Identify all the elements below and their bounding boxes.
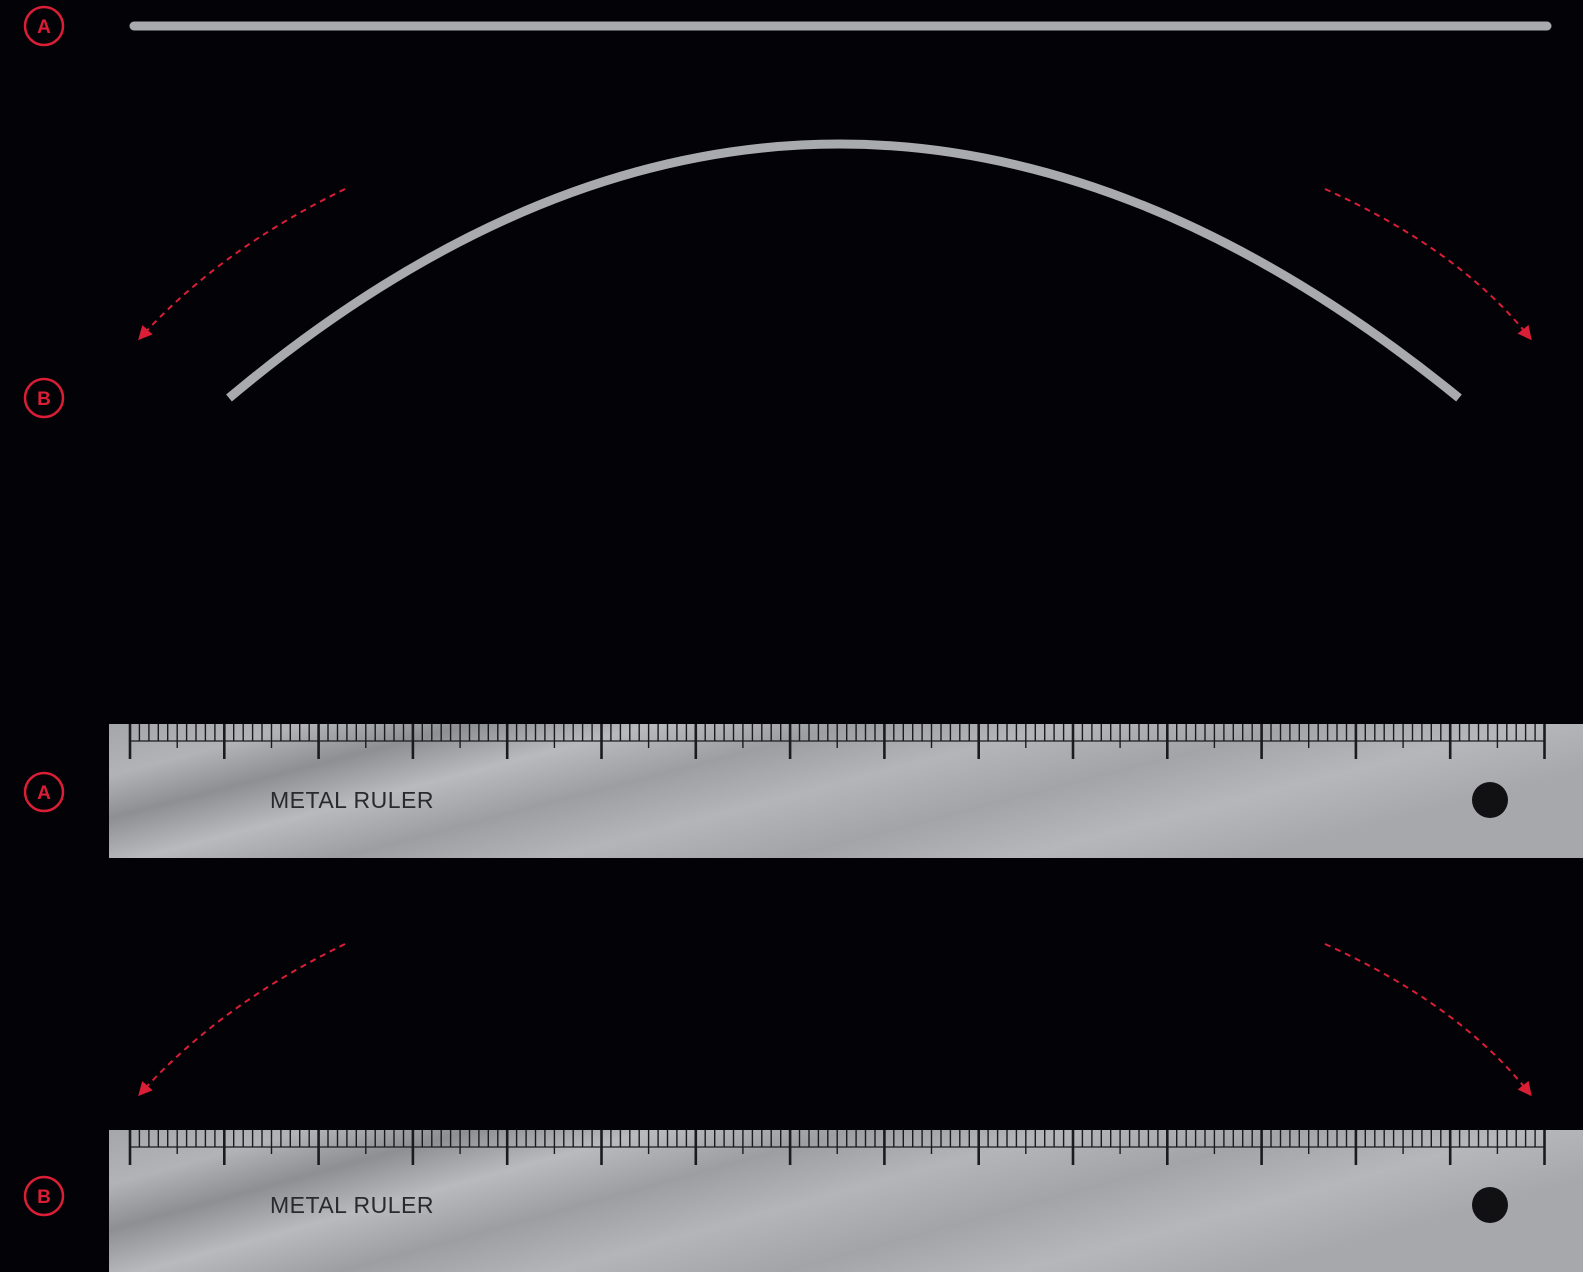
badge-a-bottom: A	[23, 771, 65, 813]
wire-state-b: B	[23, 139, 1532, 419]
badge-letter: B	[37, 389, 51, 410]
wire-state-a: A	[23, 5, 1552, 47]
ruler-hole-icon	[1472, 782, 1508, 818]
dashed-arrow-left-icon	[138, 188, 346, 341]
badge-circle-icon	[23, 771, 65, 813]
badge-circle-icon	[23, 5, 65, 47]
badge-letter: A	[37, 17, 51, 38]
badge-circle-icon	[23, 377, 65, 419]
ruler-body	[109, 1130, 1583, 1272]
ruler-hole-icon	[1472, 1187, 1508, 1223]
dashed-arrow-left-icon	[138, 943, 346, 1097]
badge-circle-icon	[23, 1175, 65, 1217]
badge-b-top: B	[23, 377, 65, 419]
bent-wire	[226, 139, 1462, 402]
dashed-arrow-right-icon	[1324, 188, 1532, 341]
badge-b-bottom: B	[23, 1175, 65, 1217]
ruler-ticks	[128, 724, 1546, 759]
ruler-state-a: A METAL RULER	[23, 724, 1583, 858]
badge-letter: B	[37, 1187, 51, 1208]
ruler-state-b: B METAL RULER	[23, 943, 1583, 1272]
ruler-label: METAL RULER	[270, 1192, 434, 1218]
ruler-ticks	[128, 1130, 1546, 1165]
dashed-arrow-right-icon	[1324, 943, 1532, 1097]
badge-letter: A	[37, 783, 51, 804]
ruler-body	[109, 724, 1583, 858]
badge-a-top: A	[23, 5, 65, 47]
ruler-label: METAL RULER	[270, 787, 434, 813]
